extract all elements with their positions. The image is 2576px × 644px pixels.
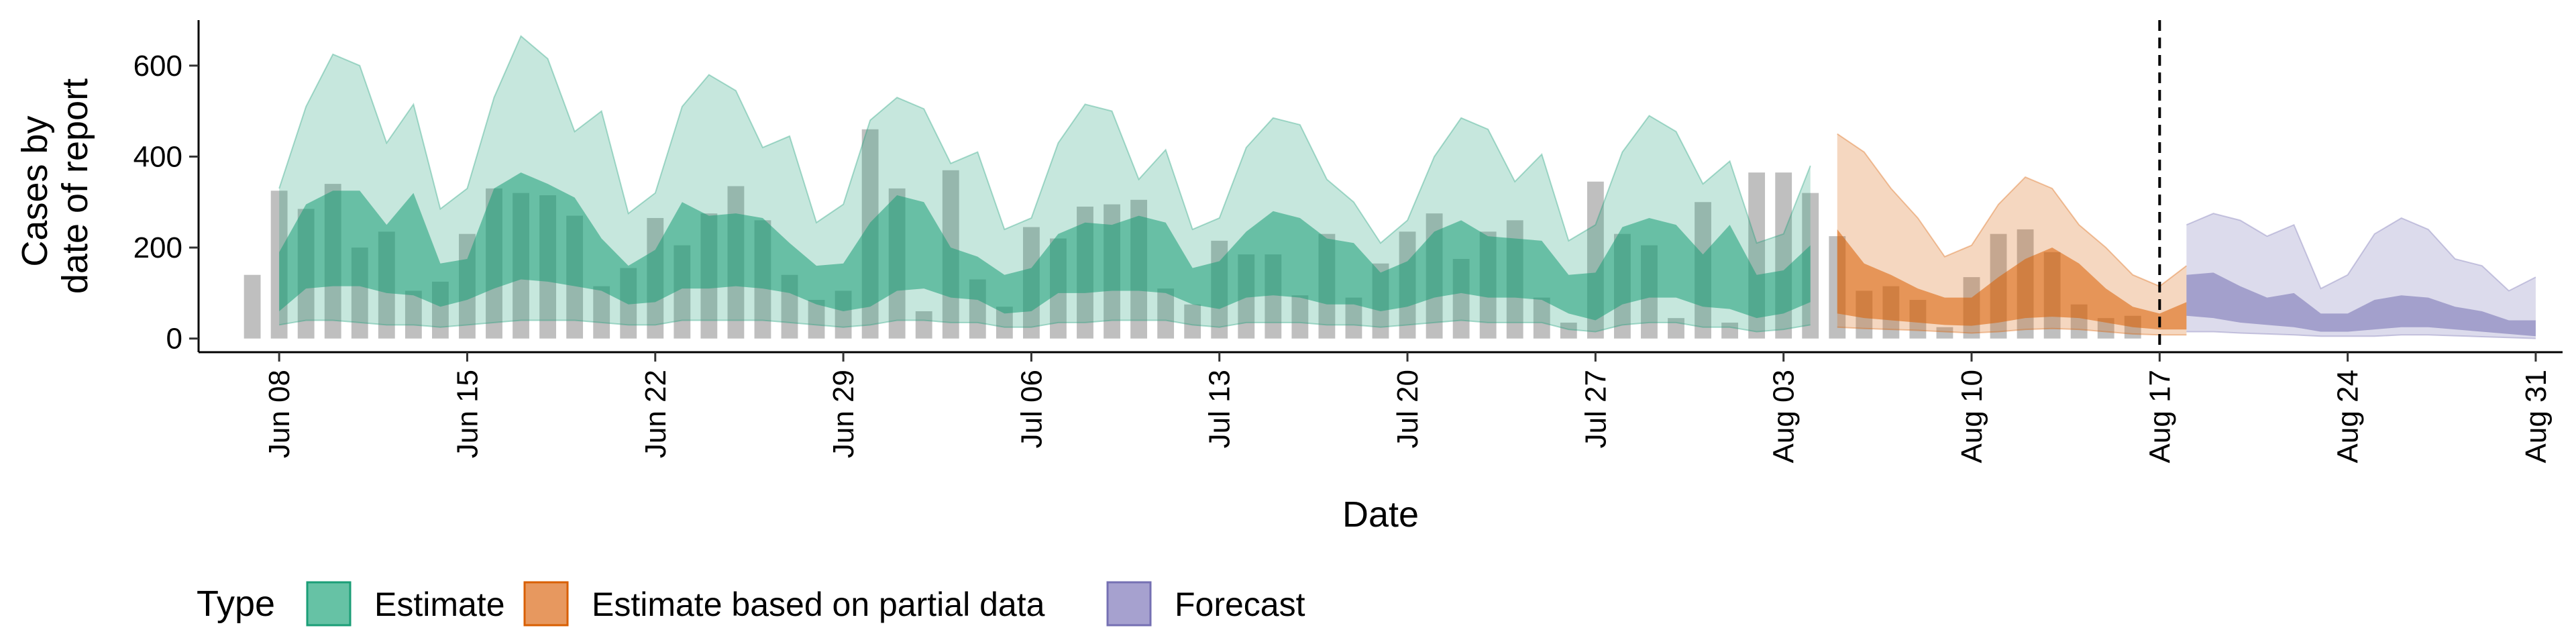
ribbon-inner-estimate-based-on-partial-data bbox=[1837, 229, 2187, 330]
reported-cases-bar bbox=[1184, 304, 1201, 339]
ribbon-outer-edge-low-estimate-based-on-partial-data bbox=[1837, 326, 2187, 336]
x-tick-label: Jul 20 bbox=[1391, 370, 1424, 448]
axes: 0 200 400 600 Jun 08 Jun 15 Jun 22 Jun 29 Jul 0… bbox=[15, 20, 2563, 535]
x-tick-label: Jun 08 bbox=[263, 370, 296, 458]
series-forecast bbox=[2186, 213, 2536, 339]
series-estimate bbox=[278, 35, 1811, 333]
ribbon-inner-estimate bbox=[279, 172, 1811, 321]
x-tick-label: Aug 24 bbox=[2332, 370, 2365, 463]
x-tick-label: Jun 22 bbox=[639, 370, 672, 458]
reported-cases-bar bbox=[915, 311, 932, 339]
y-axis-title-line-1: Cases by bbox=[15, 115, 55, 266]
reported-cases-bar bbox=[808, 300, 825, 339]
reported-cases-bar bbox=[1668, 318, 1684, 339]
x-axis-title: Date bbox=[1342, 494, 1419, 535]
reported-cases-bar bbox=[244, 274, 261, 339]
y-ticks: 0 200 400 600 bbox=[133, 50, 199, 356]
ribbon-outer-edge-estimate-based-on-partial-data bbox=[1837, 133, 2187, 287]
x-tick-label: Jul 06 bbox=[1015, 370, 1048, 448]
legend-title: Type bbox=[197, 584, 275, 624]
y-tick-label: 600 bbox=[133, 50, 182, 83]
x-tick-label: Jun 15 bbox=[451, 370, 484, 458]
x-tick-label: Jul 13 bbox=[1203, 370, 1236, 448]
x-ticks: Jun 08 Jun 15 Jun 22 Jun 29 Jul 06 Jul 13 Jul … bbox=[263, 352, 2553, 463]
x-tick-label: Jul 27 bbox=[1579, 370, 1612, 448]
legend: Type Estimate Estimate based on partial d… bbox=[197, 581, 1305, 627]
ribbon-outer-edge-low-estimate bbox=[278, 319, 1811, 333]
reported-cases-bar bbox=[1533, 297, 1550, 339]
x-tick-label: Jun 29 bbox=[827, 370, 860, 458]
legend-key-estimate bbox=[306, 581, 352, 627]
x-tick-label: Aug 31 bbox=[2520, 370, 2553, 463]
legend-label-forecast: Forecast bbox=[1175, 586, 1305, 623]
reported-cases-bar bbox=[1721, 322, 1739, 339]
reported-cases-bar bbox=[1291, 295, 1309, 339]
legend-label-estimate: Estimate bbox=[374, 586, 505, 623]
reported-cases-bar bbox=[1936, 327, 1953, 339]
x-tick-label: Aug 17 bbox=[2143, 370, 2176, 463]
ribbon-outer-edge-estimate bbox=[278, 35, 1811, 244]
x-tick-label: Aug 10 bbox=[1955, 370, 1988, 463]
y-tick-label: 200 bbox=[133, 231, 182, 264]
ribbon-outer-edge-low-forecast bbox=[2186, 331, 2536, 339]
reported-cases-bar bbox=[405, 290, 422, 339]
y-axis-title: Cases by date of report bbox=[15, 78, 95, 294]
ribbon-inner-forecast bbox=[2186, 272, 2536, 337]
reported-cases-bar bbox=[1560, 322, 1577, 339]
reported-cases-bar bbox=[593, 286, 610, 339]
y-tick-label: 400 bbox=[133, 140, 182, 173]
plot-area bbox=[244, 20, 2536, 352]
x-tick-label: Aug 03 bbox=[1768, 370, 1801, 463]
legend-label-estimate-based-on-partial-data: Estimate based on partial data bbox=[592, 586, 1045, 623]
reported-cases-bar bbox=[1157, 288, 1175, 339]
y-axis-title-line-2: date of report bbox=[55, 78, 95, 294]
y-tick-label: 0 bbox=[166, 323, 182, 356]
legend-key-forecast bbox=[1106, 581, 1152, 627]
series-estimate-based-on-partial-data bbox=[1837, 133, 2187, 336]
legend-key-estimate-based-on-partial-data bbox=[523, 581, 569, 627]
ribbon-outer-edge-forecast bbox=[2186, 213, 2536, 292]
